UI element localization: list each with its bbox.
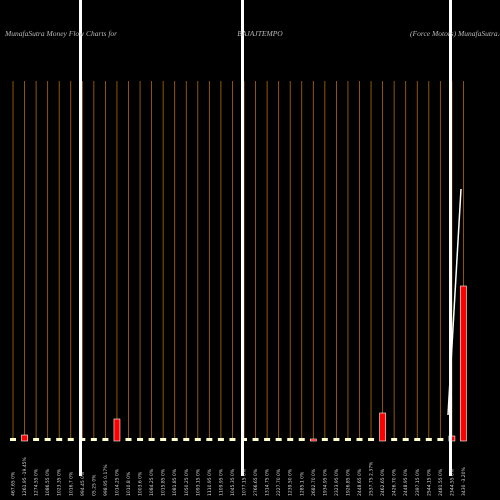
- cursor-line: [449, 0, 452, 476]
- x-tick-label: 1077.15 0%: [242, 468, 248, 496]
- x-tick-label: 1023.35 0%: [57, 468, 63, 496]
- x-tick-label: 1086.55 0%: [45, 468, 51, 496]
- bar: [460, 285, 467, 442]
- title-left: MunafaSutra Money Flow Charts for: [4, 29, 117, 38]
- x-tick-label: 2448.65 0%: [357, 468, 363, 496]
- x-tick-label: 1003.6 0%: [138, 471, 144, 496]
- cursor-line: [79, 0, 82, 476]
- x-tick-label: 2323.95 0%: [334, 468, 340, 496]
- bar: [264, 438, 271, 441]
- bar: [356, 438, 363, 441]
- bar: [414, 438, 421, 441]
- bar: [137, 438, 144, 441]
- x-tick-label: 1314.75 0%: [265, 468, 271, 496]
- x-tick-label: 1926.85 0%: [345, 468, 351, 496]
- bar: [67, 438, 74, 441]
- cursor-line: [241, 0, 244, 476]
- bar: [275, 438, 282, 441]
- x-tick-label: 1081.85 0%: [172, 468, 178, 496]
- x-tick-label: 2481.55 0%: [438, 468, 444, 496]
- x-tick-label: 1285.1 0%: [299, 471, 305, 496]
- bar: [252, 438, 259, 441]
- bar: [379, 412, 386, 442]
- bar: [10, 438, 16, 441]
- x-tick-label: 2544.15 0%: [426, 468, 432, 496]
- bar: [321, 438, 328, 441]
- bar: [21, 434, 28, 442]
- bar: [33, 438, 40, 441]
- bar: [183, 438, 190, 441]
- x-tick-label: 1109.95 0%: [218, 468, 224, 496]
- x-tick-label: 2537.75 2.37%: [369, 461, 375, 496]
- x-tick-label: 1014.25 0%: [114, 468, 120, 496]
- bar: [437, 438, 444, 441]
- bar: [113, 418, 121, 442]
- bar: [425, 438, 432, 441]
- bar: [160, 438, 167, 441]
- bar: [333, 438, 340, 441]
- x-tick-label: 998.95 0.17%: [103, 464, 109, 496]
- x-tick-label: 2426.70 0%: [392, 468, 398, 496]
- bar: [90, 438, 97, 441]
- x-tick-label: 1084.25 0%: [149, 468, 155, 496]
- x-tick-label: 1010.8 0%: [126, 471, 132, 496]
- x-tick-label: 05.25 0%: [91, 474, 97, 496]
- x-labels: 467.65 0% 1261.95 -19.45% 1274.55 0% 1086.5…: [11, 456, 467, 496]
- title-center: BAJAJTEMPO: [237, 29, 283, 38]
- bar: [217, 438, 224, 441]
- bar: [44, 438, 51, 441]
- x-tick-label: 1045.35 0%: [230, 468, 236, 496]
- bar: [309, 438, 317, 442]
- x-tick-label: 1015.85 0%: [161, 468, 167, 496]
- x-tick-label: 2448.95 0%: [403, 468, 409, 496]
- x-tick-label: 1093.15 0%: [195, 468, 201, 496]
- x-tick-label: 2462.65 0%: [380, 468, 386, 496]
- bar: [148, 438, 155, 441]
- bar: [229, 438, 236, 441]
- bar: [125, 438, 132, 441]
- bar: [171, 438, 178, 441]
- x-tick-label: 1934.95 0%: [322, 468, 328, 496]
- trend-line: [447, 188, 462, 416]
- x-tick-label: 994.45 0%: [80, 471, 86, 496]
- bar: [298, 438, 305, 441]
- x-tick-label: 1016.7 0%: [68, 471, 74, 496]
- x-tick-label: 1261.95 -19.45%: [22, 456, 28, 496]
- x-tick-label: 2227.70 0%: [276, 468, 282, 496]
- bar: [344, 438, 351, 441]
- x-tick-label: 1274.55 0%: [34, 468, 40, 496]
- bar: [56, 438, 63, 441]
- bar: [287, 438, 294, 441]
- x-tick-label: 2682.70 0%: [311, 468, 317, 496]
- bar: [79, 438, 86, 441]
- bar: [402, 438, 409, 441]
- bar: [391, 438, 398, 441]
- bar: [206, 438, 213, 441]
- x-tick-label: 2344.55 0%: [449, 468, 455, 496]
- x-tick-label: 2766.65 0%: [253, 468, 259, 496]
- bar: [102, 438, 109, 441]
- x-tick-label: 3430 -3.20%: [461, 466, 467, 496]
- bar: [194, 438, 201, 441]
- title-right: (Force Motors) MunafaSutra.com: [410, 29, 500, 38]
- x-tick-label: 1239.50 0%: [288, 468, 294, 496]
- x-tick-label: 1110.95 0%: [207, 468, 213, 496]
- x-tick-label: 467.65 0%: [11, 471, 17, 496]
- x-tick-label: 1050.25 0%: [184, 468, 190, 496]
- bar: [368, 438, 375, 441]
- x-tick-label: 2397.15 0%: [415, 468, 421, 496]
